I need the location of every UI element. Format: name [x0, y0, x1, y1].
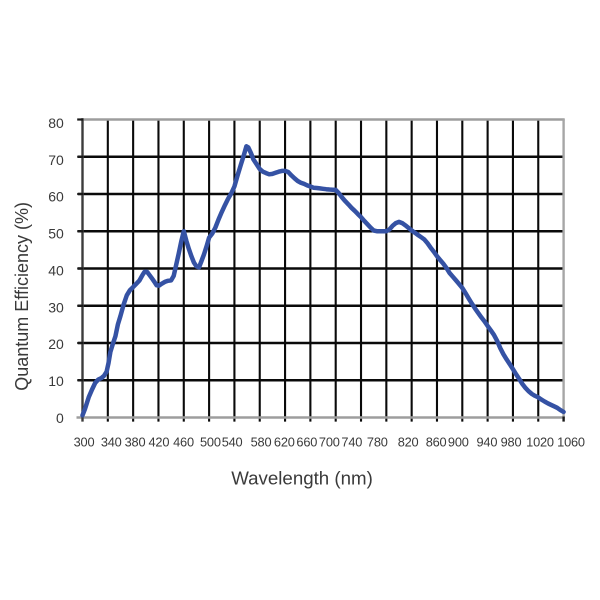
svg-text:40: 40 — [48, 262, 64, 278]
svg-text:980: 980 — [501, 435, 522, 450]
svg-text:20: 20 — [48, 336, 64, 352]
svg-text:780: 780 — [367, 435, 388, 450]
svg-text:620: 620 — [274, 435, 295, 450]
svg-text:740: 740 — [341, 435, 362, 450]
svg-text:660: 660 — [296, 435, 317, 450]
svg-text:540: 540 — [222, 435, 243, 450]
svg-text:580: 580 — [251, 435, 272, 450]
svg-text:820: 820 — [398, 435, 419, 450]
svg-text:500: 500 — [200, 435, 221, 450]
svg-text:420: 420 — [149, 435, 170, 450]
svg-text:900: 900 — [448, 435, 469, 450]
svg-text:Quantum Efficiency (%): Quantum Efficiency (%) — [12, 202, 32, 391]
svg-text:860: 860 — [426, 435, 447, 450]
svg-text:10: 10 — [48, 373, 64, 389]
svg-text:70: 70 — [48, 152, 64, 168]
svg-text:30: 30 — [48, 299, 64, 315]
svg-text:80: 80 — [48, 115, 64, 131]
svg-text:60: 60 — [48, 189, 64, 205]
svg-text:Wavelength (nm): Wavelength (nm) — [231, 468, 373, 489]
svg-text:1060: 1060 — [557, 435, 585, 450]
svg-text:0: 0 — [56, 410, 64, 426]
svg-text:50: 50 — [48, 226, 64, 242]
svg-text:940: 940 — [477, 435, 498, 450]
svg-text:700: 700 — [319, 435, 340, 450]
svg-text:1020: 1020 — [526, 435, 554, 450]
svg-text:340: 340 — [101, 435, 122, 450]
svg-text:300: 300 — [74, 435, 95, 450]
svg-text:380: 380 — [125, 435, 146, 450]
svg-text:460: 460 — [173, 435, 194, 450]
